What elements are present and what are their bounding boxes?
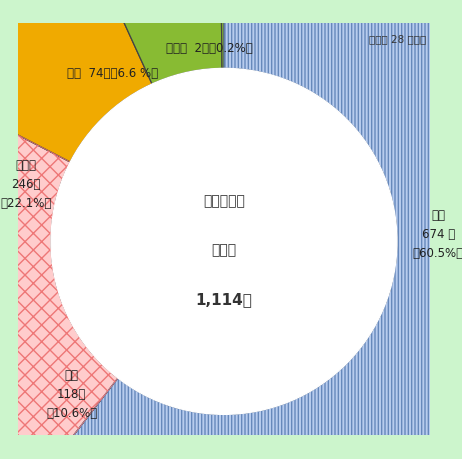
Text: 半焼
118人
（10.6%）: 半焼 118人 （10.6%） (46, 369, 97, 420)
Circle shape (51, 69, 397, 414)
Wedge shape (220, 0, 224, 69)
Wedge shape (0, 0, 152, 162)
Text: ぼや  74人（6.6 %）: ぼや 74人（6.6 %） (67, 67, 158, 80)
Text: 1,114人: 1,114人 (195, 292, 252, 307)
Text: その他  2人（0.2%）: その他 2人（0.2%） (166, 42, 253, 55)
Wedge shape (27, 0, 462, 459)
Text: 死者数: 死者数 (212, 243, 237, 257)
Text: 部分焼
246人
（22.1%）: 部分焼 246人 （22.1%） (0, 159, 52, 210)
Text: 全焼
674 人
（60.5%）: 全焼 674 人 （60.5%） (413, 208, 462, 259)
Wedge shape (0, 95, 118, 459)
Wedge shape (91, 0, 222, 85)
Text: （平成 28 年中）: （平成 28 年中） (369, 34, 426, 44)
Text: 建物火災の: 建物火災の (203, 194, 245, 208)
